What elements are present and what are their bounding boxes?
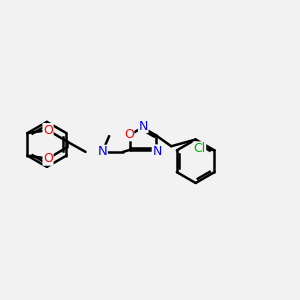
Text: O: O — [43, 152, 53, 165]
Text: N: N — [98, 146, 107, 158]
Text: N: N — [139, 119, 148, 133]
Text: Cl: Cl — [193, 142, 206, 155]
Text: O: O — [43, 124, 53, 136]
Text: N: N — [152, 145, 162, 158]
Text: O: O — [124, 128, 134, 141]
